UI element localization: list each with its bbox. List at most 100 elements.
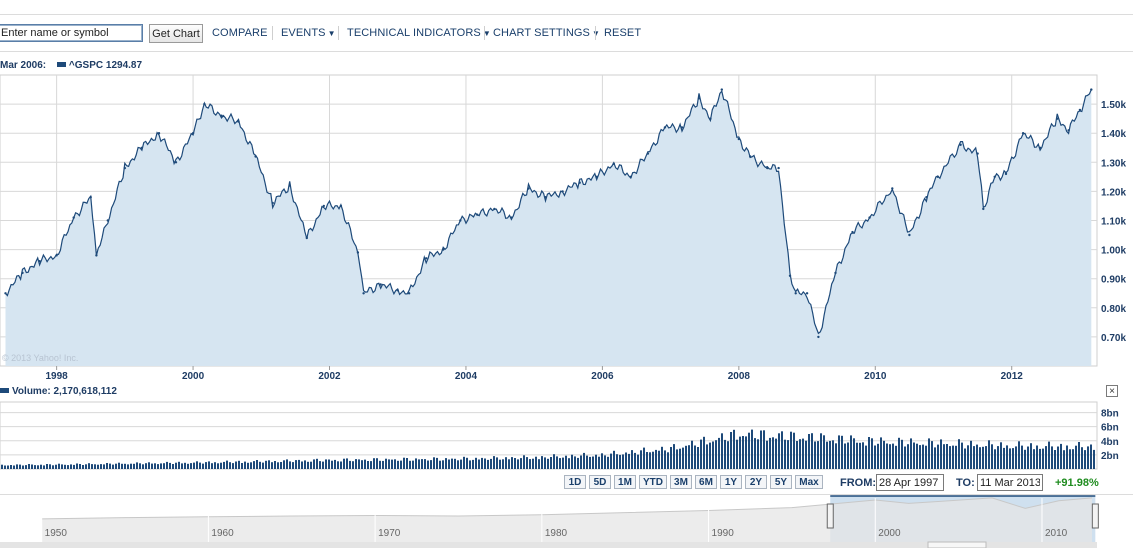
events-menu[interactable]: EVENTS ▼ [281,27,336,39]
to-date-input[interactable] [977,474,1043,491]
legend-date: Mar 2006: [0,60,47,71]
data-point [237,120,240,123]
volume-bar [730,432,732,469]
volume-bar [1069,449,1071,469]
volume-bar [187,463,189,469]
volume-bar [601,453,603,469]
volume-bar [619,454,621,469]
x-tick-label: 2004 [455,371,478,382]
volume-bar [886,443,888,469]
volume-bar [52,465,54,469]
range-button-3m[interactable]: 3M [670,475,692,489]
volume-bar [334,459,336,469]
range-button-1y[interactable]: 1Y [720,475,742,489]
volume-bar [985,446,987,469]
range-button-max[interactable]: Max [795,475,823,489]
data-point [834,271,837,275]
volume-bar [571,454,573,469]
volume-bar [268,460,270,469]
volume-bar [37,465,39,469]
volume-bar [664,450,666,469]
volume-bar [553,454,555,469]
volume-bar [532,458,534,469]
range-button-1m[interactable]: 1M [614,475,636,489]
data-point [254,155,257,158]
volume-bar [205,462,207,469]
data-point [1056,117,1059,120]
volume-bar [883,440,885,469]
volume-bar [454,458,456,469]
volume-bar [136,462,138,469]
volume-bar [805,440,807,469]
volume-bar [1087,446,1089,469]
x-tick-label: 2010 [864,371,887,382]
close-volume-icon[interactable]: × [1106,385,1118,397]
data-point [379,283,382,286]
volume-bar [1039,448,1041,469]
volume-bar [10,465,12,469]
volume-bar [472,459,474,469]
volume-bar [106,463,108,469]
volume-bar [616,454,618,469]
navigator-handle-right[interactable] [1091,503,1099,529]
volume-bar [1036,445,1038,469]
data-point [993,175,996,178]
price-legend: Mar 2006: ^GSPC 1294.87 [0,60,142,71]
range-button-1d[interactable]: 1D [564,475,586,489]
navigator-scroll-thumb[interactable] [927,541,987,548]
volume-bar [907,444,909,469]
volume-bar [94,464,96,469]
x-tick-label: 2008 [728,371,751,382]
volume-bar [262,462,264,469]
volume-bar [931,441,933,469]
volume-bar [202,463,204,469]
range-button-5y[interactable]: 5Y [770,475,792,489]
volume-bar [586,455,588,469]
from-date-input[interactable] [876,474,944,491]
volume-bar [529,459,531,469]
data-point [288,184,291,187]
range-button-5d[interactable]: 5D [589,475,611,489]
data-point [1078,108,1082,112]
reset-button[interactable]: RESET [604,27,642,39]
volume-bar [190,463,192,469]
data-point [493,207,496,211]
volume-bar [43,465,45,469]
symbol-search-input[interactable] [0,24,143,42]
volume-bar [28,464,30,469]
volume-bar [766,440,768,469]
range-button-6m[interactable]: 6M [695,475,717,489]
volume-bar [259,461,261,469]
navigator-scrollbar[interactable] [0,542,1097,548]
compare-menu[interactable]: COMPARE [212,27,268,39]
data-point [959,143,962,146]
data-point [737,137,740,141]
volume-bar [322,461,324,469]
volume-y-tick-label: 4bn [1101,437,1119,448]
volume-bar [1015,446,1017,469]
volume-bar [724,439,726,469]
volume-bar [733,429,735,469]
technical-indicators-menu[interactable]: TECHNICAL INDICATORS ▼ [347,27,491,39]
range-button-ytd[interactable]: YTD [639,475,667,489]
toolbar-separator [595,26,596,40]
volume-bar [745,436,747,469]
navigator-handle-left[interactable] [826,503,834,529]
volume-bar [460,459,462,469]
volume-bar [952,445,954,469]
x-tick-label: 2002 [318,371,341,382]
volume-bar [112,464,114,469]
volume-y-tick-label: 6bn [1101,423,1119,434]
volume-bar [289,461,291,469]
volume-bar [538,459,540,469]
volume-bar [73,464,75,469]
data-point [680,126,684,129]
volume-bar [391,459,393,469]
volume-bar [541,456,543,469]
get-chart-button[interactable]: Get Chart [149,24,203,43]
range-button-2y[interactable]: 2Y [745,475,767,489]
y-tick-label: 0.70k [1101,333,1126,344]
data-point [203,102,206,106]
volume-bar [961,442,963,469]
